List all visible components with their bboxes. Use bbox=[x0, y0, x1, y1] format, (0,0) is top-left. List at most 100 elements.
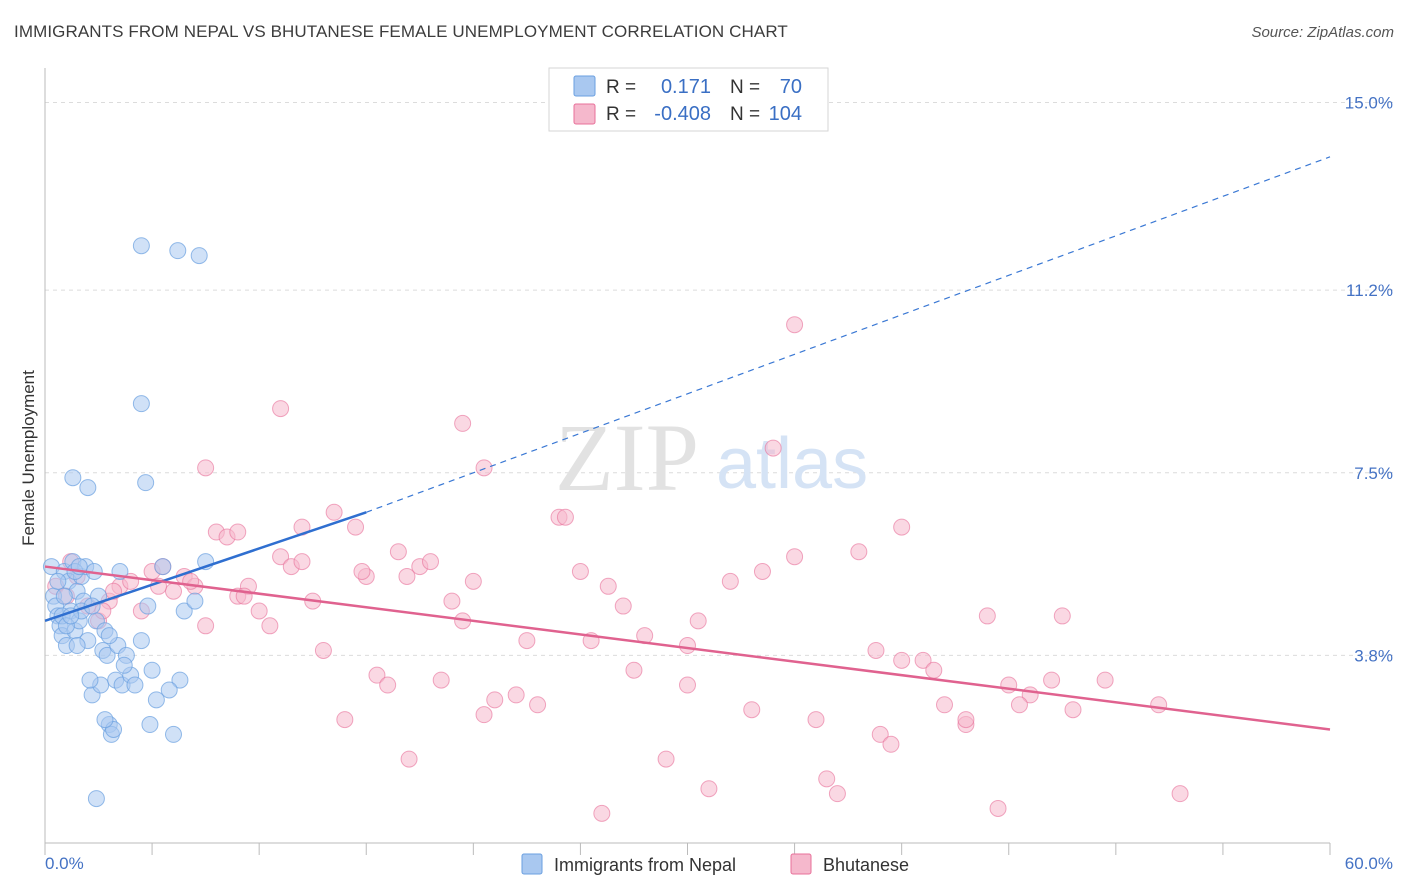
bhutanese-point bbox=[432, 671, 450, 689]
bhutanese-point bbox=[818, 770, 836, 788]
bhutanese-point bbox=[936, 696, 953, 714]
bottom-legend-swatch-bhutanese bbox=[790, 853, 812, 875]
nepal-point bbox=[126, 676, 144, 694]
bhutanese-point bbox=[1010, 696, 1028, 714]
nepal-point bbox=[115, 656, 133, 674]
bhutanese-point bbox=[464, 572, 482, 590]
nepal-point bbox=[98, 646, 116, 664]
bottom-legend-label-bhutanese: Bhutanese bbox=[823, 855, 909, 875]
bhutanese-point bbox=[475, 459, 493, 477]
bhutanese-point bbox=[197, 617, 215, 635]
y-tick-label: 3.8% bbox=[1354, 646, 1393, 665]
bhutanese-point bbox=[743, 701, 761, 719]
y-axis-title: Female Unemployment bbox=[19, 370, 38, 546]
legend-n-label-1: N = bbox=[730, 77, 760, 98]
bhutanese-point bbox=[786, 548, 804, 566]
trendlines bbox=[44, 156, 1331, 731]
y-tick-labels: 3.8% 7.5% 11.2% 15.0% bbox=[1345, 94, 1393, 666]
bhutanese-point bbox=[379, 676, 397, 694]
bhutanese-point bbox=[347, 518, 365, 536]
bhutanese-point bbox=[556, 508, 574, 526]
bhutanese-point bbox=[261, 617, 279, 635]
nepal-point bbox=[190, 247, 208, 265]
bhutanese-point bbox=[679, 637, 696, 655]
bhutanese-point bbox=[389, 543, 407, 561]
bhutanese-point bbox=[599, 577, 617, 595]
source-label: Source: ZipAtlas.com bbox=[1251, 24, 1394, 41]
bhutanese-point bbox=[764, 439, 782, 457]
nepal-point bbox=[64, 469, 82, 487]
bhutanese-point bbox=[1096, 671, 1114, 689]
legend-r-label-2: R = bbox=[606, 104, 636, 125]
nepal-point bbox=[49, 572, 67, 590]
y-tick-label: 15.0% bbox=[1345, 94, 1393, 113]
bhutanese-point bbox=[398, 567, 416, 585]
nepal-point bbox=[143, 661, 161, 679]
legend-swatch-bhutanese bbox=[573, 103, 596, 125]
bhutanese-points bbox=[47, 316, 1189, 822]
bhutanese-point bbox=[197, 459, 215, 477]
bhutanese-point bbox=[957, 711, 975, 729]
nepal-point bbox=[100, 627, 118, 645]
chart-title: IMMIGRANTS FROM NEPAL VS BHUTANESE FEMAL… bbox=[14, 22, 788, 41]
bhutanese-point bbox=[850, 543, 868, 561]
bhutanese-point bbox=[1171, 785, 1189, 803]
bhutanese-point bbox=[1053, 607, 1071, 625]
legend: R = 0.171 N = 70 R = -0.408 N = 104 bbox=[548, 67, 829, 132]
bhutanese-point bbox=[679, 676, 696, 694]
x-tick-label-max: 60.0% bbox=[1345, 854, 1393, 873]
legend-swatch-nepal bbox=[573, 75, 596, 97]
x-ticks bbox=[44, 843, 1331, 855]
nepal-point bbox=[165, 725, 182, 743]
bhutanese-point bbox=[336, 711, 354, 729]
bhutanese-point bbox=[882, 735, 900, 753]
bottom-legend: Immigrants from Nepal Bhutanese bbox=[521, 853, 909, 875]
bhutanese-point bbox=[978, 607, 996, 625]
nepal-point bbox=[175, 602, 193, 620]
bhutanese-point bbox=[593, 804, 611, 822]
nepal-point bbox=[68, 637, 86, 655]
nepal-point bbox=[171, 671, 189, 689]
bhutanese-point bbox=[272, 400, 290, 418]
bhutanese-point bbox=[529, 696, 547, 714]
bhutanese-trendline bbox=[44, 565, 1331, 731]
bhutanese-point bbox=[165, 582, 182, 600]
bhutanese-point bbox=[368, 666, 386, 684]
bhutanese-point bbox=[914, 651, 932, 669]
bhutanese-point bbox=[700, 780, 718, 798]
bhutanese-point bbox=[925, 661, 943, 679]
nepal-point bbox=[79, 479, 97, 497]
nepal-point bbox=[96, 711, 114, 729]
bhutanese-point bbox=[229, 523, 247, 541]
bottom-legend-swatch-nepal bbox=[521, 853, 543, 875]
nepal-point bbox=[141, 716, 159, 734]
bhutanese-point bbox=[871, 725, 889, 743]
bhutanese-point bbox=[518, 632, 536, 650]
nepal-point bbox=[160, 681, 178, 699]
bhutanese-point bbox=[1150, 696, 1168, 714]
bhutanese-point bbox=[454, 414, 472, 432]
watermark-zip: ZIP bbox=[555, 404, 699, 511]
nepal-point bbox=[154, 558, 172, 576]
y-tick-label: 7.5% bbox=[1354, 464, 1393, 483]
legend-r-value-1: 0.171 bbox=[661, 76, 711, 98]
legend-n-label-2: N = bbox=[730, 104, 760, 125]
nepal-point bbox=[87, 790, 105, 808]
bhutanese-point bbox=[475, 706, 493, 724]
bhutanese-point bbox=[272, 548, 290, 566]
bhutanese-point bbox=[1064, 701, 1082, 719]
bhutanese-point bbox=[893, 518, 911, 536]
bhutanese-point bbox=[443, 592, 461, 610]
nepal-point bbox=[137, 474, 155, 492]
nepal-trendline bbox=[44, 511, 367, 623]
nepal-points bbox=[42, 237, 215, 808]
nepal-point bbox=[186, 592, 204, 610]
bhutanese-point bbox=[828, 785, 846, 803]
nepal-point bbox=[139, 597, 157, 615]
nepal-point bbox=[169, 242, 187, 260]
legend-n-value-1: 70 bbox=[780, 76, 802, 98]
bhutanese-point bbox=[571, 563, 589, 581]
bhutanese-point bbox=[657, 750, 675, 768]
bhutanese-point bbox=[486, 691, 504, 709]
